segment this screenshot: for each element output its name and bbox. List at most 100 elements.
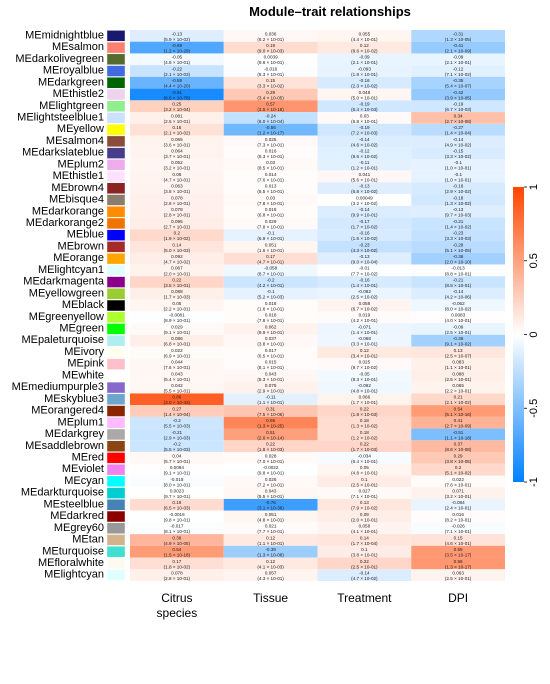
heatmap-cell <box>130 217 224 230</box>
cell-pvalue-label: (5.0 × 10-03) <box>164 248 191 253</box>
cell-pvalue-label: (3.2 × 10-02) <box>351 201 378 206</box>
cell-pvalue-label: (3.8 × 10-05) <box>445 459 472 464</box>
cell-correlation-label: 0.12 <box>266 559 275 564</box>
cell-pvalue-label: (4.7 × 10-01) <box>257 260 284 265</box>
cell-pvalue-label: (1.9 × 10-03) <box>351 412 378 417</box>
heatmap-cell <box>130 534 224 546</box>
heatmap-cell <box>317 323 412 335</box>
cell-correlation-label: 0.019 <box>359 313 371 318</box>
module-color-swatch <box>106 159 126 171</box>
cell-pvalue-label: (1.7 × 10-02) <box>351 224 378 229</box>
cell-pvalue-label: (3.8 × 10-01) <box>164 189 191 194</box>
cell-correlation-label: -0.0016 <box>169 512 185 517</box>
cell-pvalue-label: (1.9 × 10-02) <box>164 236 191 241</box>
heatmap-cell <box>223 205 318 218</box>
cell-correlation-label: 0.31 <box>266 406 275 411</box>
cell-correlation-label: 0.12 <box>266 535 275 540</box>
module-label: MEyellowgreen <box>29 287 104 299</box>
cell-pvalue-label: (2.5 × 10-01) <box>445 377 472 382</box>
module-label: MEdarkolivegreen <box>15 53 104 65</box>
module-label: MEwhite <box>62 369 104 381</box>
cell-correlation-label: 0.057 <box>265 571 277 576</box>
heatmap-cell <box>130 264 224 277</box>
cell-correlation-label: -0.016 <box>264 66 277 71</box>
cell-pvalue-label: (1.2 × 10-02) <box>351 435 378 440</box>
cell-pvalue-label: (4.6 × 10-02) <box>351 142 378 147</box>
heatmap-cell <box>223 440 318 453</box>
heatmap-cell <box>411 88 505 101</box>
cell-pvalue-label: (8.3 × 10-01) <box>257 154 284 159</box>
heatmap-cell <box>317 205 412 218</box>
heatmap-cell <box>411 217 505 230</box>
cell-correlation-label: 0.18 <box>360 418 369 423</box>
cell-correlation-label: -0.13 <box>359 254 370 259</box>
heatmap-cell <box>223 170 318 183</box>
cell-correlation-label: -0.13 <box>453 207 464 212</box>
cell-correlation-label: 0.022 <box>452 477 464 482</box>
cell-pvalue-label: (4.9 × 10-02) <box>445 142 472 147</box>
module-label: MEblue <box>67 229 104 241</box>
cell-pvalue-label: (9.7 × 10-01) <box>164 494 191 499</box>
cell-correlation-label: -0.0081 <box>169 313 185 318</box>
heatmap-cell <box>223 334 318 347</box>
cell-correlation-label: 0.063 <box>171 184 183 189</box>
module-label: MEpaleturquoise <box>21 334 104 346</box>
cell-correlation-label: -0.91 <box>172 90 183 95</box>
cell-pvalue-label: (9.9 × 10-01) <box>257 330 284 335</box>
cell-correlation-label: 0.19 <box>172 500 181 505</box>
module-color-swatch <box>106 546 126 558</box>
module-color-swatch <box>106 475 126 488</box>
heatmap-cell <box>411 475 505 488</box>
cell-pvalue-label: (1.7 × 10-04) <box>351 541 378 546</box>
cell-correlation-label: -0.21 <box>453 277 464 282</box>
cell-correlation-label: -0.42 <box>453 90 464 95</box>
cell-pvalue-label: (5.9 × 10-02) <box>164 37 191 42</box>
cell-correlation-label: -0.12 <box>359 149 370 154</box>
heatmap-cell <box>130 475 224 488</box>
module-color-swatch <box>106 405 126 417</box>
module-label: MEbisque4 <box>49 194 104 206</box>
cell-pvalue-label: (5.0 × 10-01) <box>351 95 378 100</box>
cell-correlation-label: -0.05 <box>172 55 183 60</box>
heatmap-cell <box>223 358 318 370</box>
cell-pvalue-label: (8.6 × 10-08) <box>445 447 472 452</box>
cell-correlation-label: 0.014 <box>265 172 277 177</box>
module-label: MEthistle1 <box>53 170 104 182</box>
cell-pvalue-label: (5.7 × 10-01) <box>164 459 191 464</box>
module-color-swatch <box>106 229 126 241</box>
heatmap-cell <box>411 135 505 148</box>
cell-correlation-label: 0.34 <box>454 113 463 118</box>
cell-correlation-label: 0.29 <box>266 90 275 95</box>
cell-correlation-label: 0.25 <box>172 102 181 107</box>
heatmap-cell <box>223 182 318 195</box>
heatmap-cell <box>223 88 318 101</box>
cell-pvalue-label: (1.6 × 10-01) <box>257 306 284 311</box>
heatmap-cell <box>223 299 318 312</box>
cell-correlation-label: 0.078 <box>171 571 183 576</box>
cell-pvalue-label: (4.7 × 10-02) <box>164 260 191 265</box>
heatmap-cell <box>223 53 318 66</box>
cell-pvalue-label: (2.9 × 10-02) <box>445 189 472 194</box>
module-color-swatch <box>106 123 126 136</box>
cell-pvalue-label: (5.4 × 10-07) <box>445 84 472 89</box>
cell-correlation-label: -0.21 <box>453 219 464 224</box>
heatmap-cell <box>317 452 412 464</box>
colorbar-tick-label: 0.5 <box>528 253 540 268</box>
cell-correlation-label: 0.14 <box>360 535 369 540</box>
heatmap-cell <box>411 147 505 159</box>
cell-correlation-label: 0.051 <box>265 242 277 247</box>
cell-pvalue-label: (3.4 × 10-01) <box>351 353 378 358</box>
heatmap-cell <box>223 428 318 441</box>
module-label: MEfloralwhite <box>38 557 104 569</box>
cell-correlation-label: -0.23 <box>453 231 464 236</box>
cell-correlation-label: -0.59 <box>172 78 183 83</box>
cell-pvalue-label: (9.6 × 10-01) <box>257 60 284 65</box>
heatmap-cell <box>411 498 505 511</box>
cell-correlation-label: 0.027 <box>359 488 371 493</box>
cell-correlation-label: 0.54 <box>172 547 181 552</box>
cell-correlation-label: -0.14 <box>453 137 464 142</box>
cell-pvalue-label: (1.1 × 10-18) <box>445 435 472 440</box>
cell-correlation-label: 0.083 <box>452 360 464 365</box>
cell-pvalue-label: (2.4 × 10-01) <box>445 506 472 511</box>
cell-pvalue-label: (5.2 × 10-03) <box>257 295 284 300</box>
